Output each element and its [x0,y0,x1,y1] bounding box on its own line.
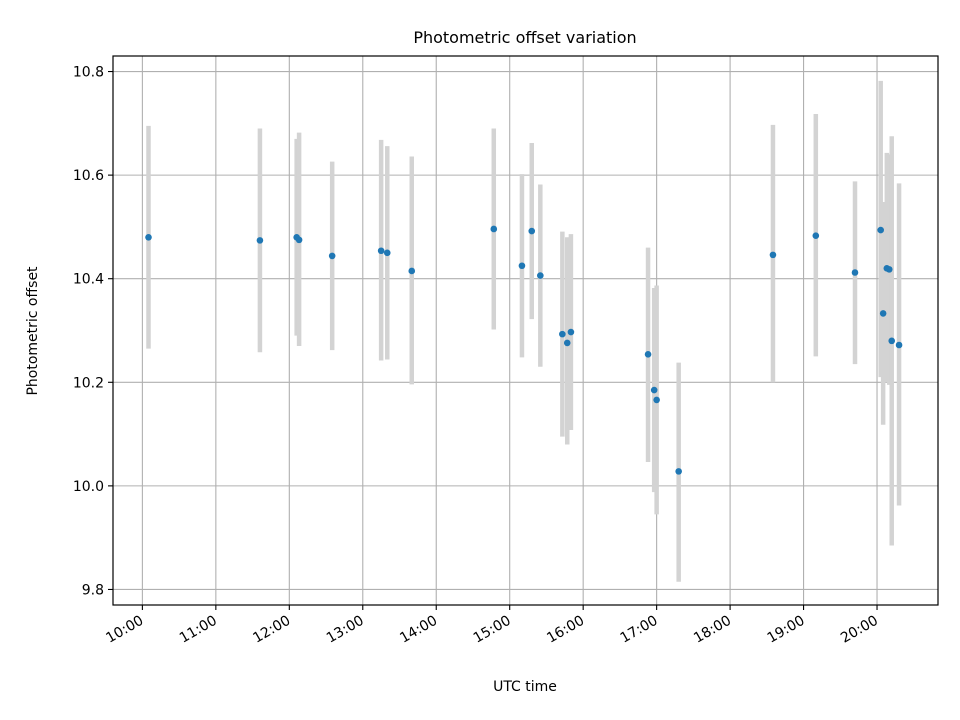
data-point [563,339,571,347]
data-point [328,252,336,260]
data-point [518,262,526,270]
data-point [256,237,264,244]
x-axis-label: UTC time [493,679,557,695]
grid-layer [113,56,938,605]
data-point [567,328,575,336]
data-point [895,341,903,349]
data-point [650,386,658,394]
y-tick-label: 10.8 [73,65,104,81]
data-point [812,232,820,240]
data-point [851,269,859,276]
data-point [769,251,777,259]
data-point [653,396,660,404]
data-point [408,267,416,275]
data-point [490,225,498,233]
data-point [879,310,887,317]
y-axis-label: Photometric offset [25,266,41,396]
data-point [644,351,652,358]
y-tick-label: 9.8 [82,582,104,598]
plot-frame [112,55,939,606]
data-point [877,226,884,234]
data-point [885,266,893,273]
data-point [537,272,544,279]
data-point [675,468,682,475]
y-tick-label: 10.0 [73,479,104,495]
chart-title: Photometric offset variation [413,28,636,47]
point-layer [145,225,903,475]
data-point [888,337,896,345]
data-point [559,330,566,338]
data-point [145,233,152,241]
y-tick-label: 10.4 [73,272,104,288]
data-point [295,236,303,244]
data-point [528,227,536,235]
data-point [377,247,385,255]
y-tick-label: 10.6 [73,168,104,184]
y-tick-label: 10.2 [73,375,104,391]
data-point [383,249,391,257]
